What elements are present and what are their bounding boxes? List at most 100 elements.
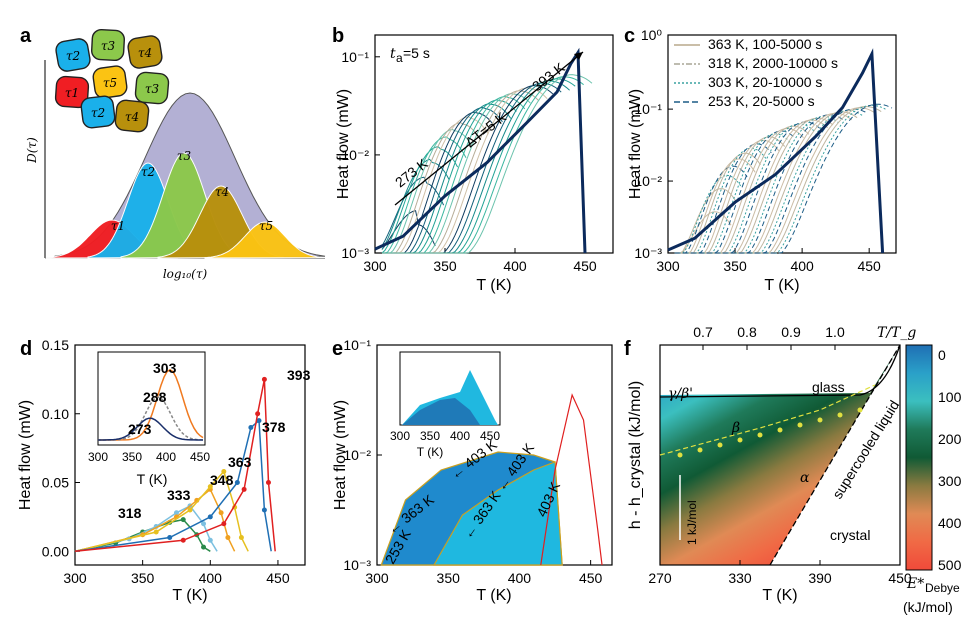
colorbar-tick-label: 400 bbox=[938, 515, 962, 531]
point-378 bbox=[248, 425, 254, 430]
label-alpha: α bbox=[800, 470, 810, 486]
panel-e-xtick-label: 350 bbox=[437, 570, 461, 586]
inset-e-xtick-label: 400 bbox=[450, 429, 470, 443]
beta-point bbox=[797, 422, 803, 428]
tau-blob-label: τ4 bbox=[138, 46, 152, 60]
panel-f-topxtick-label: 0.7 bbox=[693, 324, 713, 340]
panel-letter-b: b bbox=[332, 25, 344, 47]
annotation-ta: t bbox=[390, 46, 396, 62]
peak-label-378: 378 bbox=[262, 419, 286, 435]
panel-d-xtick-label: 450 bbox=[266, 570, 290, 586]
point-378 bbox=[261, 507, 267, 513]
panel-b-xtick-label: 350 bbox=[433, 258, 457, 274]
panel-e-xtick-label: 400 bbox=[508, 570, 532, 586]
axis-label-y-b: Heat flow (mW) bbox=[335, 89, 352, 199]
inset-e-area-dark bbox=[402, 398, 480, 425]
panel-b-ytick-label: 10⁻¹ bbox=[341, 49, 369, 65]
legend-entry: 303 K, 20-10000 s bbox=[708, 74, 822, 90]
line-403 bbox=[540, 393, 603, 566]
panel-letter-a: a bbox=[20, 25, 32, 47]
beta-line bbox=[659, 384, 876, 456]
inset-d-curve bbox=[98, 417, 203, 441]
trace-b bbox=[382, 74, 593, 254]
point-348 bbox=[225, 535, 231, 540]
liquid-line bbox=[769, 344, 901, 566]
annotation-ta-sub: a bbox=[396, 51, 403, 65]
panel-e-xtick-label: 450 bbox=[579, 570, 603, 586]
panel-f-xtick-label: 330 bbox=[728, 570, 752, 586]
colorbar-sub: Debye bbox=[925, 581, 960, 595]
peak-label-348: 348 bbox=[210, 472, 234, 488]
inset-label-303: 303 bbox=[153, 360, 177, 376]
tau-blob bbox=[127, 35, 163, 69]
peak-label-tau4: τ4 bbox=[215, 185, 229, 199]
point-318 bbox=[201, 544, 207, 550]
tau-blob-label: τ5 bbox=[103, 76, 117, 90]
peak-tau5 bbox=[204, 221, 326, 259]
panel-f-topxtick-label: 0.9 bbox=[781, 324, 801, 340]
panel-c-ytick-label: 10⁰ bbox=[641, 27, 663, 43]
beta-point bbox=[857, 407, 863, 413]
panel-d-xtick-label: 350 bbox=[131, 570, 155, 586]
panel-c-xtick-label: 350 bbox=[723, 258, 747, 274]
point-363 bbox=[207, 484, 213, 490]
panel-f-topxtick-label: 1.0 bbox=[825, 324, 845, 340]
series-378 bbox=[74, 419, 272, 553]
label-scale: 1 kJ/mol bbox=[685, 500, 699, 545]
label-beta: β bbox=[731, 420, 740, 436]
label-glass: glass bbox=[812, 379, 845, 395]
axis-label-x-c: T (K) bbox=[764, 277, 799, 294]
trace-c bbox=[674, 147, 767, 254]
tau-blob-label: τ2 bbox=[66, 49, 80, 63]
label-gamma-beta: γ/β' bbox=[668, 386, 693, 402]
tau-blob bbox=[92, 65, 128, 99]
panel-c-ytick-label: 10⁻¹ bbox=[634, 101, 662, 117]
tau-blob-label: τ4 bbox=[125, 110, 139, 124]
point-393 bbox=[261, 376, 267, 382]
point-393 bbox=[180, 537, 186, 543]
inset-e-xtick-label: 450 bbox=[480, 429, 500, 443]
beta-point bbox=[757, 432, 763, 438]
axis-label-x-d: T (K) bbox=[172, 587, 207, 604]
inset-d-xtick-label: 300 bbox=[88, 450, 108, 464]
point-378 bbox=[234, 480, 240, 485]
axis-label-x-e: T (K) bbox=[476, 587, 511, 604]
panel-d-ytick-label: 0.10 bbox=[42, 406, 69, 422]
legend-entry: 363 K, 100-5000 s bbox=[708, 36, 822, 52]
panel-b-ytick-label: 10⁻³ bbox=[341, 245, 369, 261]
trace-c bbox=[674, 109, 863, 254]
axis-label-y-a: D(τ) bbox=[25, 137, 39, 164]
trace-c bbox=[674, 103, 893, 254]
envelope-line-c bbox=[667, 48, 885, 254]
panel-d-ytick-label: 0.00 bbox=[42, 543, 69, 559]
axis-label-y-e: Heat flow (mW) bbox=[332, 400, 349, 510]
point-363 bbox=[187, 507, 193, 513]
point-333 bbox=[201, 521, 207, 527]
trace-c bbox=[674, 175, 743, 254]
peak-label-363: 363 bbox=[228, 454, 252, 470]
trace-b bbox=[381, 176, 445, 247]
inset-e-xtick-label: 300 bbox=[390, 429, 410, 443]
inset-label-273: 273 bbox=[128, 421, 152, 437]
trace-c bbox=[674, 105, 882, 254]
tau-blob bbox=[55, 38, 91, 72]
axis-label-x-b: T (K) bbox=[476, 277, 511, 294]
point-318 bbox=[180, 517, 186, 523]
point-333 bbox=[173, 510, 179, 516]
inset-d-frame bbox=[97, 351, 206, 446]
panel-b-frame bbox=[374, 34, 614, 254]
tau-blob-label: τ3 bbox=[101, 39, 116, 53]
beta-point bbox=[817, 417, 823, 423]
series-363 bbox=[74, 470, 249, 553]
trace-c bbox=[674, 104, 887, 254]
panel-b-xtick-label: 300 bbox=[363, 258, 387, 274]
tau-blob bbox=[54, 75, 90, 109]
panel-d-xtick-label: 400 bbox=[199, 570, 223, 586]
inset-e-xlabel: T (K) bbox=[417, 445, 443, 459]
envelope-line-b bbox=[374, 47, 587, 254]
panel-letter-f: f bbox=[624, 338, 631, 360]
area-363-403 bbox=[432, 461, 563, 566]
tau-blob bbox=[114, 99, 150, 133]
point-393 bbox=[255, 411, 261, 417]
trace-b bbox=[382, 136, 467, 254]
